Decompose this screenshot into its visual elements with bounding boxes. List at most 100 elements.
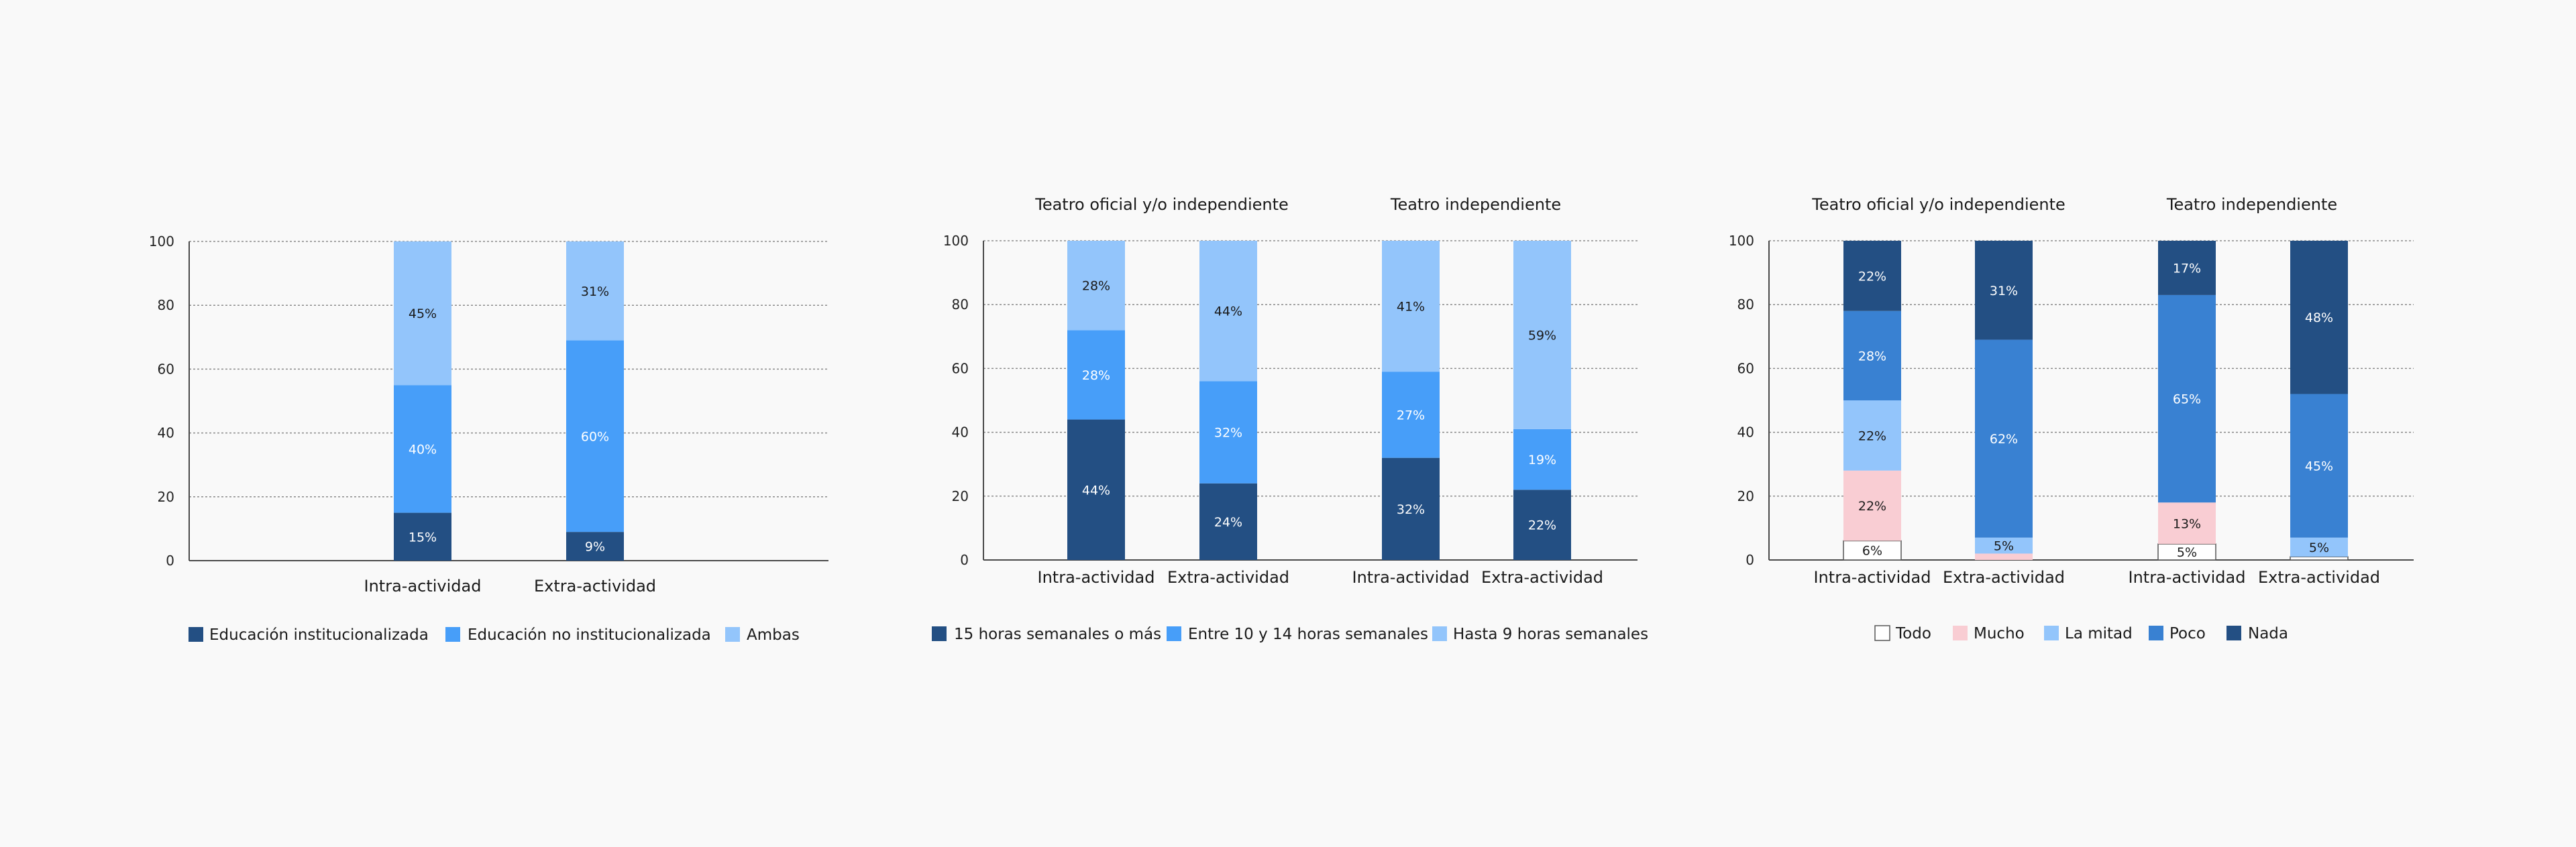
data-label: 28% [1082, 368, 1110, 383]
bar-segment [1843, 470, 1901, 541]
data-label: 40% [409, 442, 437, 457]
legend-swatch [2149, 626, 2163, 640]
legend-swatch [189, 627, 203, 642]
data-label: 41% [1397, 300, 1425, 315]
bar-segment [1513, 429, 1571, 490]
legend-label: Poco [2169, 625, 2206, 642]
data-label: 62% [1990, 432, 2018, 447]
legend-swatch [2044, 626, 2059, 640]
x-tick-label: Extra-actividad [1481, 568, 1603, 587]
data-label: 5% [2177, 545, 2197, 560]
y-tick-label: 60 [952, 360, 969, 376]
legend-swatch [932, 626, 947, 641]
y-tick-label: 0 [166, 553, 174, 569]
legend-swatch [1874, 625, 1890, 641]
data-label: 45% [409, 306, 437, 321]
y-tick-label: 100 [149, 233, 174, 249]
bar-segment [394, 385, 451, 513]
bar-segment [2290, 537, 2348, 557]
y-tick-label: 40 [1737, 425, 1754, 441]
bar-segment [566, 241, 624, 341]
bar-segment [1843, 540, 1902, 561]
x-tick-label: Extra-actividad [2258, 568, 2380, 587]
x-tick-label: Extra-actividad [1167, 568, 1289, 587]
bar-segment [1513, 490, 1571, 560]
legend-label: Ambas [747, 626, 800, 644]
data-label: 27% [1397, 408, 1425, 422]
bar-segment [2158, 502, 2216, 545]
data-label: 59% [1528, 328, 1556, 343]
data-label: 44% [1214, 304, 1242, 319]
bar-segment [394, 512, 451, 561]
bar-segment [1199, 483, 1257, 560]
bar-segment [566, 532, 624, 561]
chart-2: 0 20 40 60 80 100 Teatro oficial y/o independi… [932, 195, 1648, 643]
legend-swatch [1432, 626, 1447, 641]
x-tick-label: Intra-actividad [2129, 568, 2246, 587]
y-tick-label: 100 [1729, 233, 1754, 249]
y-tick-label: 20 [1737, 488, 1754, 504]
data-label: 5% [1994, 539, 2014, 554]
legend-label: 15 horas semanales o más [954, 626, 1161, 643]
bar-segment [2158, 294, 2216, 503]
bar-segment [1067, 241, 1125, 331]
bar-segment [1382, 372, 1440, 458]
x-tick-label: Intra-actividad [1352, 568, 1470, 587]
data-label: 17% [2173, 261, 2201, 276]
bar-segment [1975, 241, 2033, 340]
legend-label: Mucho [1974, 625, 2025, 642]
bar-segment [1067, 330, 1125, 420]
bar-segment [1843, 241, 1901, 311]
data-label: 28% [1858, 349, 1886, 363]
legend-label: Educación institucionalizada [209, 626, 429, 644]
y-tick-label: 80 [1737, 296, 1754, 313]
bar-segment [394, 241, 451, 386]
bar-segment [2290, 241, 2348, 394]
data-label: 22% [1858, 269, 1886, 284]
bar-segment [1199, 381, 1257, 484]
bar-segment [2290, 394, 2348, 538]
bar-segment [1382, 457, 1440, 560]
group-label: Teatro independiente [1390, 195, 1561, 214]
legend-label: Todo [1895, 625, 1931, 642]
legend-label: Hasta 9 horas semanales [1453, 626, 1648, 643]
x-tick-label: Extra-actividad [534, 577, 656, 596]
data-label: 48% [2305, 310, 2333, 325]
y-tick-label: 20 [158, 489, 174, 505]
y-tick-label: 40 [952, 425, 969, 441]
data-label: 15% [409, 530, 437, 545]
group-label: Teatro oficial y/o independiente [1811, 195, 2065, 214]
x-tick-label: Extra-actividad [1943, 568, 2065, 587]
data-label: 13% [2173, 516, 2201, 531]
data-label: 60% [581, 429, 609, 444]
data-label: 22% [1858, 499, 1886, 514]
y-tick-label: 80 [158, 297, 174, 313]
bar-segment [1843, 400, 1901, 471]
bar-segment [1382, 241, 1440, 372]
data-label: 31% [581, 284, 609, 299]
data-label: 32% [1214, 426, 1242, 441]
legend-label: Entre 10 y 14 horas semanales [1188, 626, 1428, 643]
y-tick-label: 40 [158, 425, 174, 441]
bar-segment [1975, 339, 2033, 538]
legend-swatch [725, 627, 740, 642]
legend-label: La mitad [2065, 625, 2133, 642]
data-label: 5% [2309, 541, 2329, 555]
bar-segment [1513, 241, 1571, 429]
data-label: 45% [2305, 459, 2333, 474]
bar-segment [1843, 310, 1901, 400]
data-label: 19% [1528, 453, 1556, 467]
data-label: 44% [1082, 483, 1110, 498]
legend-label: Nada [2248, 625, 2288, 642]
legend-swatch [1953, 626, 1968, 640]
legend-label: Educación no institucionalizada [468, 626, 711, 644]
x-tick-label: Intra-actividad [364, 577, 482, 596]
y-tick-label: 100 [943, 233, 969, 249]
legend-swatch [1167, 626, 1181, 641]
data-label: 28% [1082, 279, 1110, 294]
legend-swatch [445, 627, 460, 642]
x-tick-label: Intra-actividad [1814, 568, 1931, 587]
y-tick-label: 60 [158, 361, 174, 377]
